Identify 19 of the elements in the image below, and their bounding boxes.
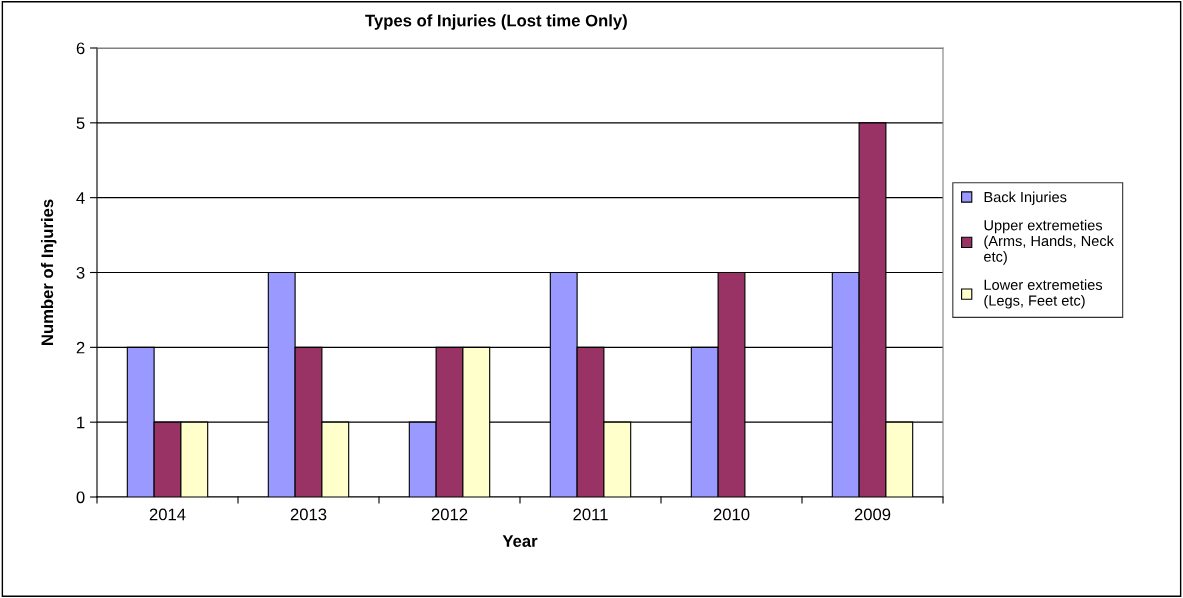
chart-title: Types of Injuries (Lost time Only)	[365, 14, 627, 30]
y-tick-label: 5	[76, 117, 85, 130]
y-tick-label: 3	[76, 266, 85, 279]
y-axis-title: Number of Injuries	[40, 199, 57, 345]
y-tick-label: 6	[76, 42, 85, 55]
x-tick-label: 2014	[149, 508, 186, 521]
y-tick-label: 4	[76, 192, 85, 204]
x-tick-label: 2012	[431, 508, 468, 521]
legend-label: Upper extremeties (Arms, Hands, Neck etc)	[984, 219, 1114, 265]
legend-label: Lower extremeties (Legs, Feet etc)	[984, 279, 1103, 309]
legend-label: Back Injuries	[984, 191, 1067, 206]
x-axis-title: Year	[502, 535, 538, 547]
y-tick-label: 2	[76, 341, 85, 354]
x-tick-label: 2013	[290, 508, 327, 521]
x-tick-label: 2010	[713, 508, 750, 521]
y-tick-label: 1	[77, 416, 85, 429]
y-tick-label: 0	[76, 491, 85, 504]
x-tick-label: 2011	[573, 508, 608, 521]
x-tick-label: 2009	[854, 508, 891, 521]
